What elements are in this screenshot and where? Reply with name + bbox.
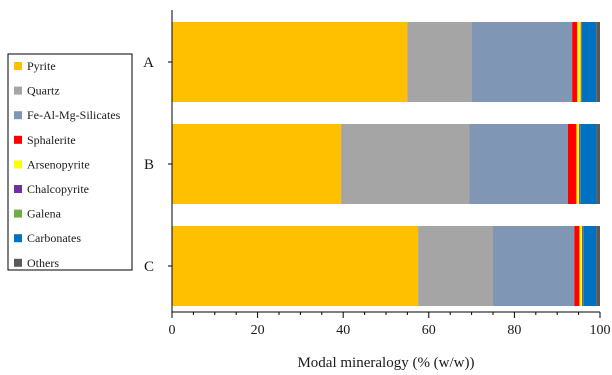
legend-swatch-quartz: [14, 86, 22, 95]
bar-segment-c-fe-al-mg-silicates: [493, 226, 575, 306]
bar-segment-a-pyrite: [172, 22, 408, 102]
bar-segment-b-sphalerite: [567, 124, 577, 204]
bar-segment-c-chalcopyrite: [582, 226, 583, 306]
bar-segment-a-chalcopyrite: [580, 22, 582, 102]
bar-segment-b-chalcopyrite: [579, 124, 580, 204]
bar-segment-a-carbonates: [582, 22, 597, 102]
legend-swatch-pyrite: [14, 62, 22, 70]
legend-box: [7, 53, 133, 271]
legend-swatch-arsenopyrite: [14, 160, 22, 169]
bar-segment-c-others: [596, 226, 600, 306]
bar-segment-b-fe-al-mg-silicates: [469, 124, 568, 204]
bar-segment-b-carbonates: [580, 124, 597, 204]
legend-swatch-fe-al-mg-silicates: [14, 111, 22, 120]
bar-segment-a-arsenopyrite: [577, 22, 581, 102]
category-labels: A B C: [143, 55, 172, 275]
category-label-c: C: [144, 259, 154, 275]
x-tick-label: 80: [507, 323, 521, 338]
x-axis-ticks: 0 20 40 60 80 100: [169, 312, 611, 338]
category-label-a: A: [143, 55, 154, 71]
legend-swatch-chalcopyrite: [14, 185, 22, 193]
legend-label-quartz: Quartz: [27, 84, 60, 98]
bar-segment-c-pyrite: [172, 226, 419, 306]
bar-segment-a-quartz: [407, 22, 472, 102]
x-tick-label: 20: [251, 323, 265, 338]
legend-label-others: Others: [27, 256, 59, 270]
bar-segment-a-sphalerite: [572, 22, 578, 102]
legend-label-pyrite: Pyrite: [27, 59, 56, 73]
legend-label-fe-al-mg-silicates: Fe-Al-Mg-Silicates: [27, 108, 121, 122]
legend-swatch-sphalerite: [14, 135, 22, 144]
bar-segment-c-quartz: [418, 226, 493, 306]
legend-label-sphalerite: Sphalerite: [27, 133, 76, 147]
x-tick-label: 40: [336, 323, 350, 338]
bar-segment-a-fe-al-mg-silicates: [471, 22, 573, 102]
bar-segment-b-arsenopyrite: [576, 124, 580, 204]
bar-segment-c-sphalerite: [574, 226, 580, 306]
legend-label-galena: Galena: [27, 207, 62, 221]
bar-segment-b-quartz: [341, 124, 470, 204]
x-axis-title: Modal mineralogy (% (w/w)): [297, 355, 474, 371]
legend-label-arsenopyrite: Arsenopyrite: [27, 157, 90, 171]
legend-swatch-others: [14, 258, 22, 267]
legend-label-chalcopyrite: Chalcopyrite: [27, 182, 89, 196]
legend-swatch-carbonates: [14, 234, 22, 243]
bar-segment-c-carbonates: [583, 226, 597, 306]
legend-label-carbonates: Carbonates: [27, 231, 81, 245]
legend: Pyrite Quartz Fe-Al-Mg-Silicates Sphalerite…: [7, 53, 133, 271]
legend-swatch-galena: [14, 209, 22, 218]
bar-segment-c-arsenopyrite: [579, 226, 583, 306]
bar-segment-b-pyrite: [172, 124, 342, 204]
x-tick-label: 100: [590, 323, 611, 338]
bar-segment-b-others: [596, 124, 600, 204]
category-label-b: B: [144, 157, 154, 173]
plot-area: [172, 22, 600, 306]
x-tick-label: 0: [169, 323, 176, 338]
x-tick-label: 60: [422, 323, 436, 338]
bar-segment-a-others: [596, 22, 600, 102]
